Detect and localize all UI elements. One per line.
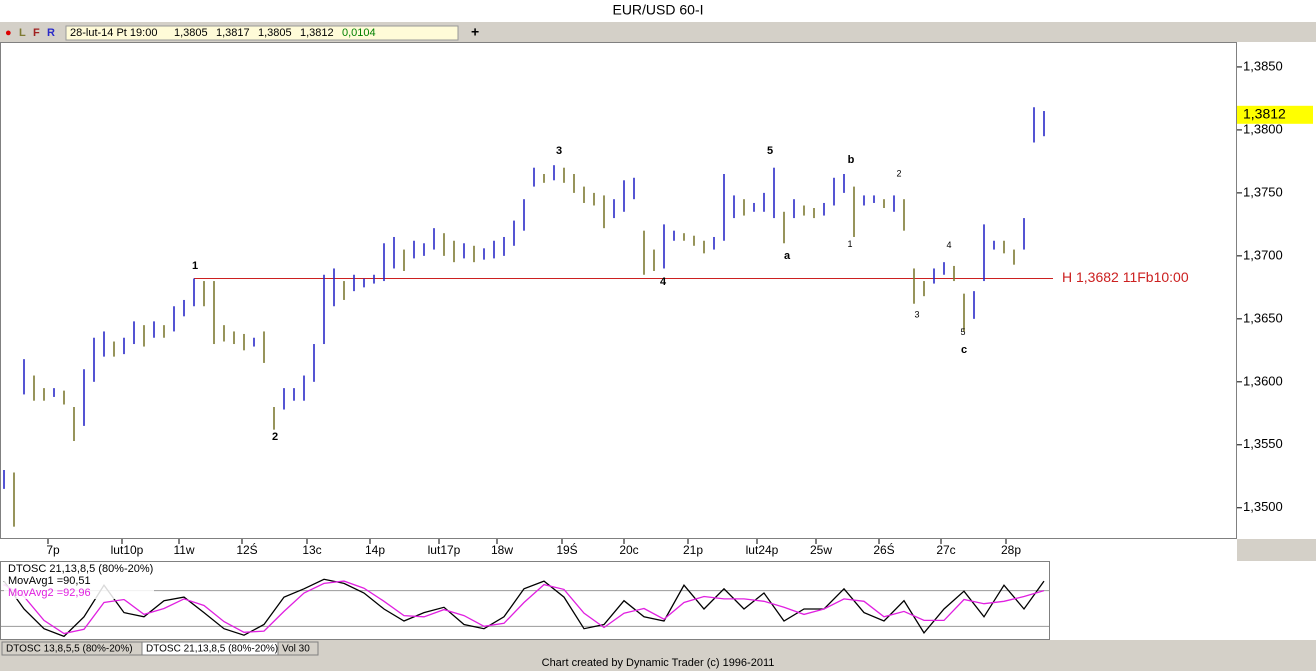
x-tick-label: lut10p [111, 543, 144, 557]
wave-label: 3 [914, 309, 919, 319]
wave-label: b [848, 154, 855, 166]
y-tick-label: 1,3500 [1243, 499, 1283, 514]
wave-label: 4 [660, 276, 667, 288]
h-line-label: H 1,3682 11Fb10:00 [1062, 269, 1189, 285]
x-tick-label: 19Ś [556, 542, 577, 557]
tab-label[interactable]: Vol 30 [282, 644, 310, 655]
x-tick-label: lut17p [428, 543, 461, 557]
x-tick-label: 21p [683, 543, 703, 557]
price-panel [0, 42, 1237, 539]
x-tick-label: 26Ś [873, 542, 894, 557]
x-tick-label: 11w [173, 543, 194, 557]
price-axis [1237, 42, 1316, 539]
title-bar [0, 0, 1316, 22]
time-axis [0, 539, 1237, 561]
osc-line [3, 578, 1045, 638]
wave-label: 2 [896, 168, 901, 178]
osc-legend-bg [4, 563, 154, 599]
quote-field: 1,3805 [174, 27, 208, 39]
quote-field: 1,3817 [216, 27, 250, 39]
wave-label: 1 [847, 239, 852, 249]
toolbar-marker[interactable]: ● [5, 27, 12, 39]
x-tick-label: 20c [619, 543, 638, 557]
crosshair-icon[interactable]: + [471, 24, 479, 40]
wave-label: 4 [946, 240, 951, 250]
tab[interactable] [277, 641, 319, 656]
y-tick-label: 1,3550 [1243, 436, 1283, 451]
x-tick-label: 28p [1001, 543, 1021, 557]
y-tick-label: 1,3700 [1243, 247, 1283, 262]
wave-label: a [784, 250, 791, 262]
x-tick-label: lut24p [746, 543, 779, 557]
x-tick-label: 13c [302, 543, 321, 557]
tab-bar [0, 641, 1316, 655]
osc-line [3, 580, 1045, 635]
wave-label: c [961, 344, 967, 356]
chart-title: EUR/USD 60-I [612, 2, 703, 18]
wave-label: 5 [960, 327, 965, 337]
y-tick-label: 1,3850 [1243, 58, 1283, 73]
x-tick-label: 25w [810, 543, 832, 557]
y-tick-label: 1,3750 [1243, 184, 1283, 199]
quote-field: 28-lut-14 Pt 19:00 [70, 27, 157, 39]
toolbar-marker[interactable]: L [19, 27, 26, 39]
footer-bar [0, 656, 1316, 671]
wave-label: 1 [192, 260, 198, 272]
x-tick-label: 27c [936, 543, 955, 557]
quote-field: 0,0104 [342, 27, 376, 39]
toolbar-marker[interactable]: F [33, 27, 40, 39]
oscillator-panel [0, 561, 1050, 640]
wave-label: 3 [556, 145, 562, 157]
quote-field: 1,3812 [300, 27, 334, 39]
quote-field: 1,3805 [258, 27, 292, 39]
last-price-label: 1,3812 [1243, 106, 1286, 122]
oscillator-blank [1050, 561, 1316, 640]
osc-legend: MovAvg1 =90,51 [8, 575, 91, 587]
wave-label: 2 [272, 431, 278, 443]
y-tick-label: 1,3600 [1243, 373, 1283, 388]
y-tick-label: 1,3800 [1243, 121, 1283, 136]
tab-label[interactable]: DTOSC 21,13,8,5 (80%-20%) [146, 644, 278, 655]
last-price-box [1237, 105, 1313, 124]
x-tick-label: 12Ś [236, 542, 257, 557]
footer: Chart created by Dynamic Trader (c) 1996… [542, 657, 775, 669]
tab-label[interactable]: DTOSC 13,8,5,5 (80%-20%) [6, 644, 133, 655]
quote-box [65, 25, 459, 41]
y-tick-label: 1,3650 [1243, 310, 1283, 325]
osc-label: DTOSC 21,13,8,5 (80%-20%) [8, 563, 153, 575]
osc-legend: MovAvg2 =92,96 [8, 587, 91, 599]
x-tick-label: 7p [46, 543, 60, 557]
x-tick-label: 14p [365, 543, 385, 557]
toolbar-marker[interactable]: R [47, 27, 55, 39]
wave-label: 5 [767, 145, 773, 157]
x-tick-label: 18w [491, 543, 513, 557]
